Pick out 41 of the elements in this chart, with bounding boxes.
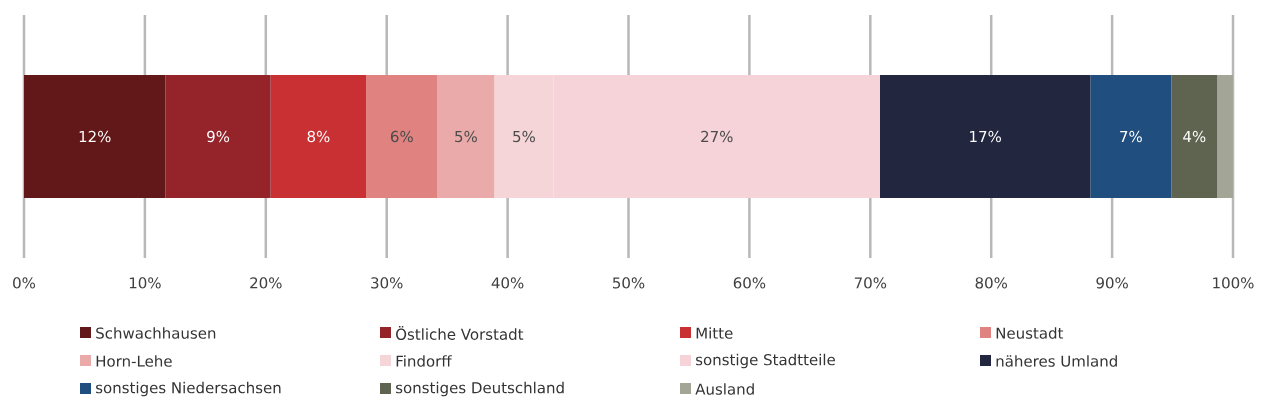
bar xyxy=(1090,75,1172,198)
bar xyxy=(24,75,166,198)
legend-label: Schwachhausen xyxy=(96,327,216,339)
legend-label: näheres Umland xyxy=(996,355,1117,367)
legend-label: Östliche Vorstadt xyxy=(396,326,524,340)
legend-label: Findorff xyxy=(396,355,452,367)
bar xyxy=(1171,75,1218,198)
x-tick-label: 100% xyxy=(1213,277,1254,289)
data-label: 5% xyxy=(513,130,535,143)
legend-label: sonstige Stadtteile xyxy=(696,353,835,369)
x-tick-label: 80% xyxy=(975,277,1008,289)
data-label: 5% xyxy=(455,130,477,143)
data-label: 6% xyxy=(390,130,413,143)
data-label: 12% xyxy=(79,130,111,143)
x-tick-label: 50% xyxy=(613,277,645,289)
bar xyxy=(437,75,495,198)
x-tick-label: 90% xyxy=(1096,277,1128,289)
x-tick-label: 0% xyxy=(13,277,36,289)
x-tick-label: 60% xyxy=(733,277,766,289)
data-label: 27% xyxy=(701,130,733,143)
x-tick-label: 40% xyxy=(491,277,524,289)
legend-label: sonstiges Niedersachsen xyxy=(96,381,281,397)
x-tick-label: 70% xyxy=(854,277,887,289)
bar xyxy=(366,75,438,198)
bar xyxy=(270,75,367,198)
x-tick-label: 10% xyxy=(129,277,161,289)
legend-label: Neustadt xyxy=(996,327,1064,339)
data-label: 8% xyxy=(307,130,330,143)
data-label: 4% xyxy=(1183,130,1206,143)
legend-label: sonstiges Deutschland xyxy=(396,381,564,397)
bar xyxy=(1217,75,1234,198)
data-label: 9% xyxy=(207,130,230,143)
x-tick-label: 20% xyxy=(250,277,282,289)
x-tick-label: 30% xyxy=(371,277,403,289)
data-label: 17% xyxy=(970,130,1001,143)
bar xyxy=(879,75,1091,198)
bar xyxy=(165,75,271,198)
legend-label: Ausland xyxy=(695,383,754,395)
legend-label: Horn-Lehe xyxy=(96,355,172,367)
data-label: 7% xyxy=(1120,130,1142,143)
legend-label: Mitte xyxy=(696,327,733,339)
